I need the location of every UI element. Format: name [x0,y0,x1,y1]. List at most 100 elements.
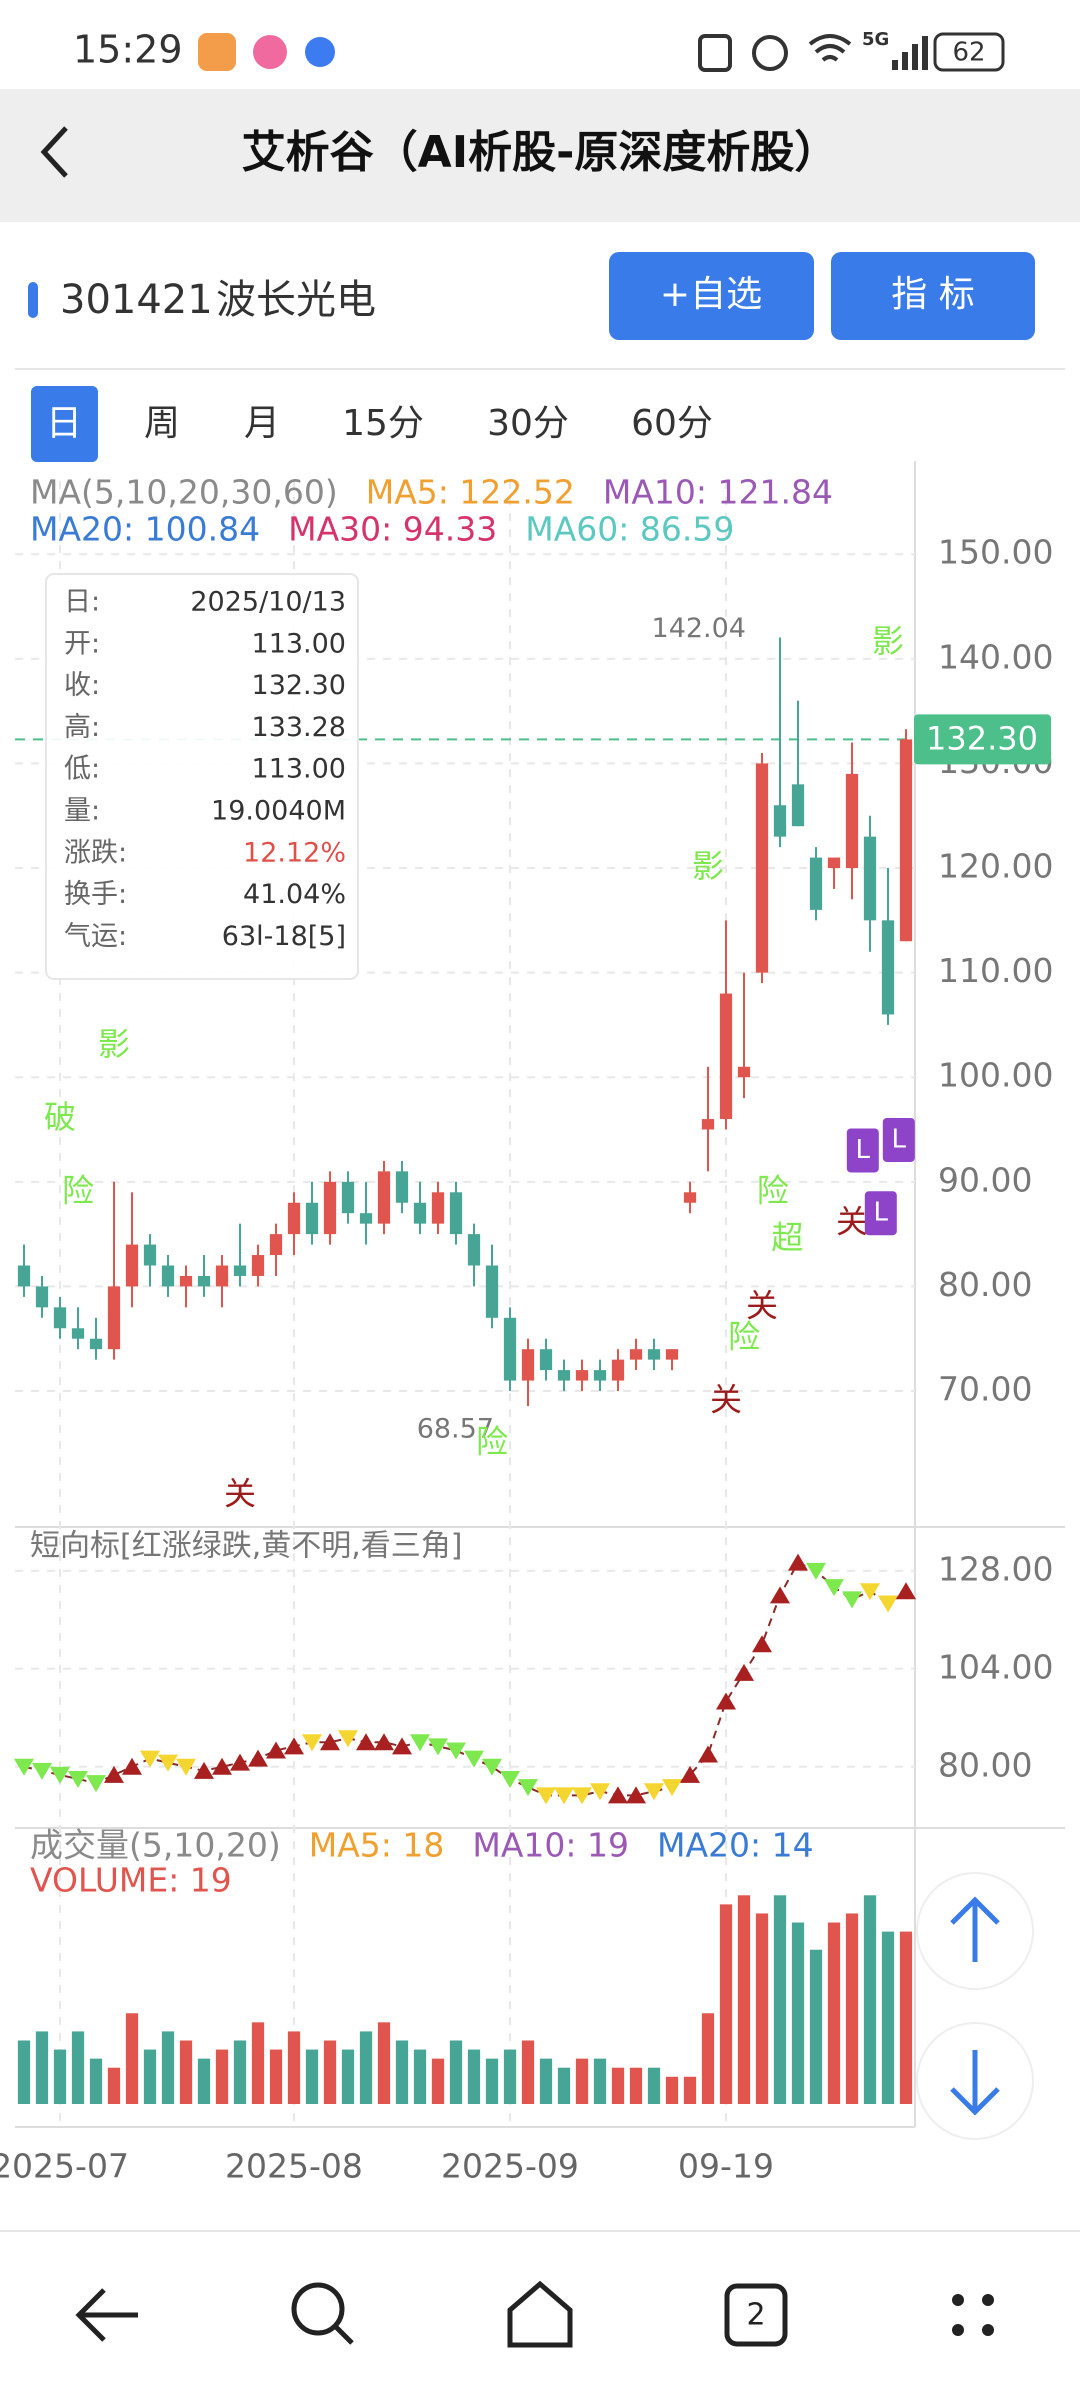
nav-back[interactable] [75,2288,138,2342]
signal-label: 关 [710,1380,742,1418]
battery-icon [933,32,1005,72]
app-icon [305,37,335,67]
signal-icon [892,36,928,70]
y-tick-label: 80.00 [938,1265,1032,1304]
volume-bar [431,2058,445,2104]
volume-bar [773,1895,787,2104]
candle-body [413,1202,427,1224]
info-value: 2025/10/13 [190,587,346,618]
volume-bar [53,2049,67,2104]
indicator-triangle [878,1595,898,1613]
volume-bar [179,2040,193,2104]
volume-bar [485,2058,499,2104]
back-button[interactable] [40,126,68,178]
nav-tabs[interactable] [724,2283,788,2347]
volume-bar [143,2049,157,2104]
volume-bar [233,2040,247,2104]
y-tick-label: 80.00 [938,1745,1032,1784]
legend-entry: MA20: 100.84 [30,510,260,549]
app-icon [253,35,287,69]
volume-bar [215,2049,229,2104]
low-label: 68.57 [417,1413,494,1444]
candle-body [881,920,895,1015]
candle-body [737,1066,751,1078]
indicator-triangle [122,1757,142,1775]
volume-bar [71,2031,85,2104]
indicator-triangle [518,1779,538,1797]
volume-bar [629,2067,643,2104]
nav-home[interactable] [507,2280,573,2348]
volume-bar [791,1922,805,2104]
candle-body [287,1202,301,1235]
volume-bar [395,2040,409,2104]
candle-body [431,1192,445,1224]
legend-entry: MA5: 18 [309,1826,445,1865]
signal-label: L [856,1135,871,1165]
candle-body [395,1171,409,1203]
signal-label: 关 [746,1286,778,1324]
tab-label[interactable]: 日 [46,403,82,444]
candle-body [827,857,841,869]
indicator-triangle [590,1783,610,1801]
tab-active[interactable] [31,386,98,462]
candle-body [449,1192,463,1235]
up-arrow [950,1896,1000,1962]
candle-body [53,1307,67,1329]
candle-body [269,1234,283,1256]
y-tick-label: 120.00 [938,847,1053,886]
signal-label: L [892,1124,907,1154]
indicator-triangle [50,1766,70,1784]
candle-body [143,1244,157,1266]
volume-bar [107,2067,121,2104]
chart: 150.00140.00130.00120.00110.00100.0090.0… [0,461,1065,2186]
add-watch-button[interactable] [609,252,814,340]
indicator-triangle [716,1692,736,1710]
volume-bar [575,2058,589,2104]
candle-body [359,1213,373,1224]
indicator-button[interactable] [831,252,1035,340]
candle-body [17,1265,31,1287]
indicator-triangle [464,1750,484,1768]
status-time: 15:29 [73,28,183,72]
nav-search[interactable] [291,2282,354,2345]
info-label: 换手: [64,879,127,910]
candle-body [377,1171,391,1224]
candle-body [557,1370,571,1381]
indicator-triangle [482,1758,502,1776]
tab-label[interactable]: 60分 [631,403,713,444]
indicator-triangle [428,1738,448,1756]
nav-menu[interactable] [952,2294,994,2336]
volume-bar [467,2049,481,2104]
x-tick-label: 09-19 [678,2147,774,2186]
volume-bar [755,1913,769,2104]
tab-label[interactable]: 15分 [342,403,424,444]
volume-bar [863,1895,877,2104]
tabs: 日 周 月 15分 30分 60分 [46,403,713,444]
button-label: 指 标 [891,274,974,315]
tab-label[interactable]: 周 [144,403,180,444]
indicator-triangle [500,1771,520,1789]
signal-label: 险 [62,1171,94,1209]
signal-tag [882,1117,915,1162]
info-label: 涨跌: [64,837,127,868]
candle-body [593,1370,607,1381]
volume-bar [341,2049,355,2104]
signal-label: 破 [44,1098,76,1136]
volume-bar [827,1922,841,2104]
legend-entry: MA30: 94.33 [288,510,497,549]
tab-label[interactable]: 30分 [487,403,569,444]
indicator-triangle [302,1734,322,1752]
tab-label[interactable]: 月 [244,403,280,444]
volume-bar [557,2067,571,2104]
header-bar [0,89,1080,222]
indicator-triangle [266,1741,286,1759]
y-tick-label: 70.00 [938,1370,1032,1409]
volume-bar [845,1913,859,2104]
candle-body [233,1265,247,1276]
app-icon [198,33,236,71]
price-tag-label: 132.30 [926,719,1038,757]
down-arrow [950,2050,1000,2116]
indicator-triangle [572,1787,592,1805]
